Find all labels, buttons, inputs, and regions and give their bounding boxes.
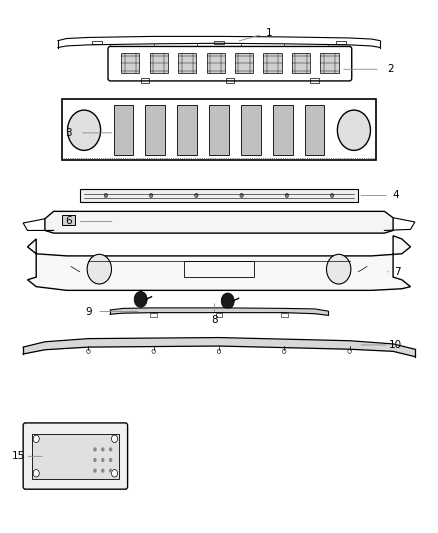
Bar (145, 105, 165, 155)
Polygon shape (45, 212, 393, 233)
Text: 3: 3 (66, 128, 72, 138)
Bar (62, 100, 376, 160)
Circle shape (104, 193, 108, 198)
Circle shape (67, 110, 101, 150)
Circle shape (112, 470, 117, 477)
Text: 1: 1 (266, 28, 272, 38)
Circle shape (87, 254, 112, 284)
Circle shape (337, 110, 371, 150)
Bar (273, 105, 293, 155)
Bar (113, 105, 133, 155)
Bar (150, 313, 157, 317)
Circle shape (221, 293, 234, 309)
Circle shape (285, 193, 289, 198)
Text: 9: 9 (85, 306, 92, 317)
Text: 2: 2 (388, 64, 394, 74)
Bar (321, 53, 339, 74)
Bar (263, 53, 282, 74)
Circle shape (93, 447, 97, 451)
Circle shape (149, 193, 153, 198)
FancyBboxPatch shape (23, 423, 127, 489)
Circle shape (330, 193, 334, 198)
Bar (178, 53, 196, 74)
Bar (241, 105, 261, 155)
Circle shape (33, 435, 39, 442)
Circle shape (134, 292, 147, 308)
Circle shape (101, 447, 105, 451)
Bar (292, 53, 310, 74)
Bar (149, 53, 168, 74)
Bar (281, 313, 288, 317)
Bar (235, 53, 253, 74)
Bar (184, 261, 254, 277)
Bar (92, 41, 102, 44)
Bar (80, 189, 358, 202)
Bar (141, 78, 149, 83)
Circle shape (326, 254, 351, 284)
Circle shape (240, 193, 244, 198)
Bar (215, 313, 223, 317)
Text: 8: 8 (212, 314, 218, 325)
Circle shape (194, 193, 198, 198)
Circle shape (101, 469, 105, 473)
Bar (214, 41, 224, 44)
Circle shape (112, 435, 117, 442)
Circle shape (109, 458, 113, 462)
Bar (226, 78, 234, 83)
Circle shape (93, 458, 97, 462)
Text: 7: 7 (394, 267, 401, 277)
Text: 15: 15 (12, 451, 25, 462)
Bar (206, 53, 225, 74)
Circle shape (93, 469, 97, 473)
Bar (209, 105, 229, 155)
Bar (305, 105, 325, 155)
Bar (336, 41, 346, 44)
Polygon shape (28, 236, 410, 290)
Text: 6: 6 (66, 216, 72, 227)
Text: 10: 10 (389, 340, 402, 350)
Bar (311, 78, 319, 83)
Circle shape (109, 447, 113, 451)
Circle shape (101, 458, 105, 462)
Text: 4: 4 (392, 190, 399, 200)
Circle shape (109, 469, 113, 473)
Bar (177, 105, 197, 155)
Bar (121, 53, 139, 74)
Bar (62, 215, 75, 225)
Bar (32, 433, 119, 479)
Circle shape (33, 470, 39, 477)
